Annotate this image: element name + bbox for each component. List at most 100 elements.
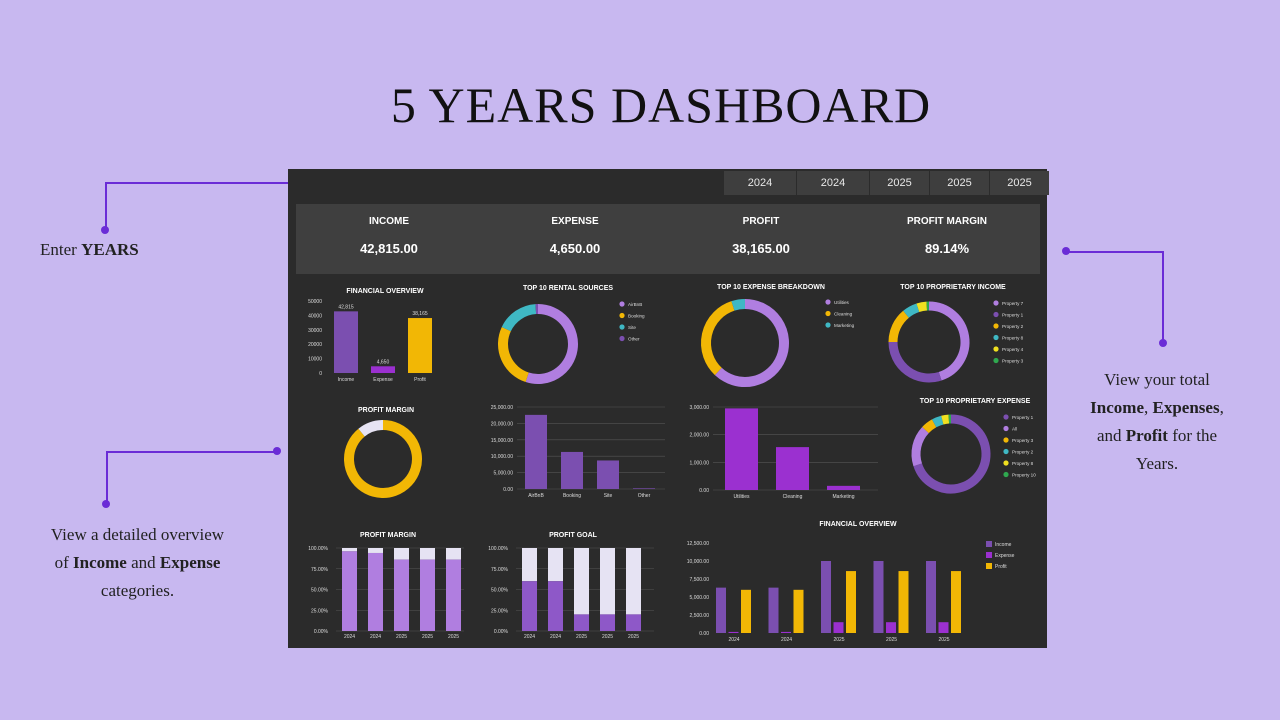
- proprietary-expense-donut: Property 1 All Property 3 Property 2 Propert…: [911, 414, 1036, 494]
- legend-label: Marketing: [834, 323, 855, 328]
- page-title: 5 YEARS DASHBOARD: [390, 77, 932, 133]
- legend-marker: [993, 346, 999, 352]
- donut-slice: [701, 301, 735, 376]
- tick-label: 7,500.00: [690, 577, 710, 583]
- legend-label: Utilities: [834, 300, 850, 305]
- bar: [716, 587, 726, 633]
- bar: [408, 318, 432, 373]
- bar: [446, 559, 461, 631]
- bar: [725, 408, 758, 490]
- legend-marker: [619, 324, 625, 330]
- bar: [334, 311, 358, 373]
- tick-label: Profit: [414, 377, 426, 383]
- tick-label: Income: [338, 377, 355, 383]
- legend-marker: [825, 299, 831, 305]
- chart-title: PROFIT MARGIN: [360, 532, 416, 539]
- chart-title: TOP 10 RENTAL SOURCES: [522, 285, 614, 292]
- tick-label: Other: [638, 493, 651, 499]
- legend-marker: [993, 311, 999, 318]
- bar-remainder: [420, 548, 435, 560]
- bar: [827, 485, 860, 490]
- tick-label: 0.00%: [494, 629, 509, 635]
- tick-label: 50.00%: [311, 588, 329, 594]
- year-input-3[interactable]: 2025: [870, 171, 929, 195]
- tick-label: 2025: [628, 634, 639, 640]
- tick-label: 0.00: [699, 488, 709, 494]
- profit-goal-bar-chart: 100.00% 75.00% 50.00% 25.00% 0.00% 2024 2024 20…: [488, 546, 654, 640]
- profit-margin-bar-chart: 100.00% 75.00% 50.00% 25.00% 0.00% 2024 2024 20…: [308, 546, 464, 640]
- bar-remainder: [626, 548, 641, 615]
- bar: [525, 414, 547, 489]
- connector-dot: [101, 226, 109, 234]
- legend-marker: [1003, 471, 1009, 478]
- legend-label: Profit: [995, 564, 1007, 570]
- bar: [776, 447, 809, 490]
- kpi-strip: INCOME 42,815.00 EXPENSE 4,650.00 PROFIT…: [296, 204, 1040, 274]
- tick-label: 2,500.00: [690, 613, 710, 619]
- bar: [548, 581, 563, 631]
- chart-title: FINANCIAL OVERVIEW: [819, 521, 897, 528]
- donut-slice: [525, 304, 578, 384]
- expense-bar-chart: 3,000.00 2,000.00 1,000.00 0.00 Utilities Cle…: [690, 405, 878, 499]
- tick-label: 2025: [576, 634, 587, 640]
- bar: [898, 571, 909, 633]
- tick-label: 2024: [370, 634, 381, 640]
- year-input-1[interactable]: 2024: [724, 171, 796, 195]
- bar: [846, 571, 856, 633]
- year-input-5[interactable]: 2025: [990, 171, 1049, 195]
- tick-label: 3,000.00: [690, 405, 710, 411]
- tick-label: 75.00%: [311, 567, 329, 573]
- bar: [420, 559, 435, 631]
- connector-dot: [102, 500, 110, 508]
- legend-label: Property 8: [1012, 461, 1034, 466]
- connector-dot: [1062, 247, 1070, 255]
- donut-slice: [928, 301, 970, 381]
- donut-slice: [358, 420, 384, 437]
- chart-title: TOP 10 EXPENSE BREAKDOWN: [717, 284, 825, 291]
- tick-label: 12,500.00: [687, 541, 709, 547]
- legend-label: Income: [995, 542, 1012, 548]
- year-input-2[interactable]: 2024: [797, 171, 869, 195]
- data-label: 38,165: [412, 311, 428, 317]
- annotation-years: Enter YEARS: [40, 240, 139, 259]
- legend-marker: [825, 322, 831, 328]
- dashboard: 2024 2024 2025 2025 2025 INCOME 42,815.0…: [288, 169, 1049, 648]
- legend-marker: [986, 563, 992, 569]
- legend-marker: [825, 310, 831, 317]
- legend-label: Property 3: [1002, 358, 1024, 363]
- donut-slice: [714, 299, 789, 387]
- kpi-profit: PROFIT 38,165.00: [668, 204, 854, 274]
- bar-remainder: [522, 548, 537, 582]
- financial-overview-grouped-chart: 12,500.00 10,000.00 7,500.00 5,000.00 2,500.…: [687, 541, 1015, 643]
- legend-marker: [1003, 448, 1009, 455]
- data-label: 4,650: [377, 359, 390, 365]
- bar-remainder: [368, 548, 383, 553]
- year-input-4[interactable]: 2025: [930, 171, 989, 195]
- legend-marker: [619, 335, 625, 342]
- bar: [626, 614, 641, 631]
- chart-title: PROFIT GOAL: [549, 532, 597, 539]
- bar: [633, 488, 655, 489]
- tick-label: 0.00: [503, 487, 513, 493]
- legend-label: Property 7: [1002, 301, 1024, 306]
- chart-title: FINANCIAL OVERVIEW: [346, 288, 424, 295]
- tick-label: 20,000.00: [491, 421, 513, 427]
- tick-label: 2024: [344, 634, 355, 640]
- annotation-overview: View a detailed overview of Income and E…: [50, 525, 225, 600]
- tick-label: 50000: [308, 299, 322, 305]
- data-label: 42,815: [338, 304, 354, 310]
- bar: [926, 561, 936, 633]
- kpi-label: PROFIT MARGIN: [907, 216, 987, 227]
- tick-label: 0.00%: [314, 629, 329, 635]
- tick-label: 2,000.00: [690, 433, 710, 439]
- tick-label: Utilities: [733, 494, 750, 499]
- chart-title: TOP 10 PROPRIETARY EXPENSE: [919, 398, 1031, 405]
- tick-label: 10,000.00: [687, 559, 709, 565]
- legend-marker: [986, 541, 992, 547]
- kpi-value: 4,650.00: [549, 241, 601, 256]
- tick-label: 2025: [448, 634, 459, 640]
- donut-slice: [931, 415, 944, 428]
- bar: [561, 451, 583, 489]
- connector-overview: [106, 451, 278, 453]
- legend-marker: [986, 552, 992, 558]
